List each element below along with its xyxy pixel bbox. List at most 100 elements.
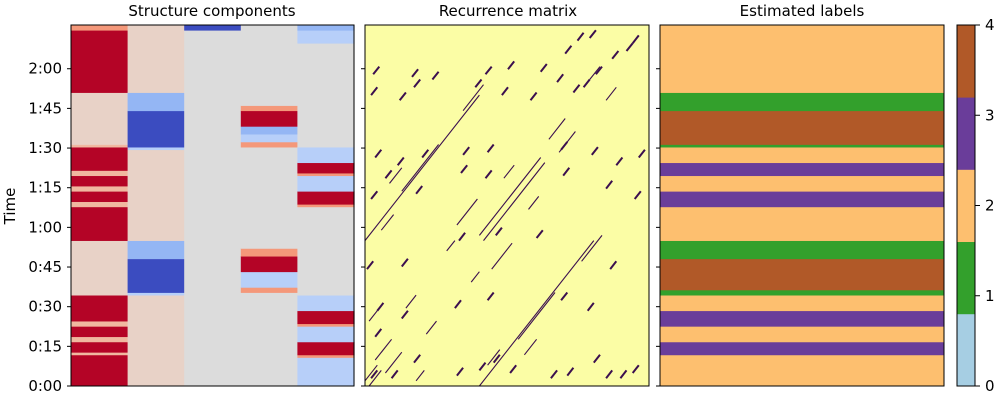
recurrence-blip — [401, 310, 409, 320]
recurrence-blip — [384, 169, 393, 179]
structure-components-panel — [71, 25, 355, 387]
component-cell — [71, 341, 129, 353]
label-segment — [660, 341, 944, 356]
recurrence-line — [483, 162, 546, 241]
colorbar-ticks: 0 1 2 3 4 — [975, 16, 995, 395]
y-tick-label: 0:45 — [28, 258, 62, 276]
recurrence-line — [528, 196, 540, 210]
recurrence-blip — [586, 302, 595, 312]
label-segment — [660, 92, 944, 112]
recurrence-blip — [374, 149, 383, 159]
label-segment — [660, 191, 944, 208]
recurrence-blip — [374, 328, 383, 338]
recurrence-line — [364, 94, 480, 241]
component-cell — [71, 92, 129, 145]
recurrence-line — [523, 338, 538, 356]
recurrence-line — [401, 144, 440, 192]
colorbar-swatch — [957, 169, 975, 242]
component-cell — [297, 30, 355, 44]
structure-panel-frame — [70, 24, 355, 387]
component-cell — [184, 30, 242, 387]
component-cell — [71, 144, 129, 148]
recurrence-line — [389, 167, 403, 184]
recurrence-blip — [370, 190, 379, 200]
recurrence-blip — [484, 169, 493, 179]
recurrence-blip — [550, 369, 558, 379]
recurrence-blip — [411, 68, 419, 78]
recurrence-blip — [560, 141, 569, 151]
component-cell — [240, 287, 298, 293]
component-cell — [240, 25, 298, 106]
component-cell — [240, 292, 298, 387]
recurrence-line — [487, 349, 501, 366]
label-segment — [660, 258, 944, 291]
recurrence-line — [374, 338, 393, 361]
colorbar-tick-label: 4 — [985, 16, 995, 34]
label-segment — [660, 147, 944, 164]
component-cell — [127, 240, 185, 260]
component-cell — [71, 175, 129, 187]
y-axis-ticks: 0:00 0:15 0:30 0:45 1:00 1:15 1:30 1:45 2:00 — [28, 60, 660, 395]
component-cell — [71, 170, 129, 177]
recurrence-blip — [478, 361, 487, 372]
estimated-labels-panel — [660, 25, 944, 387]
recurrence-panel-frame — [364, 24, 650, 387]
recurrence-line — [405, 294, 417, 309]
recurrence-line — [364, 364, 378, 382]
component-cell — [71, 326, 129, 338]
recurrence-line — [470, 271, 480, 283]
recurrence-blip — [507, 60, 515, 70]
component-cell — [297, 341, 355, 356]
component-cell — [297, 206, 355, 296]
colorbar-swatch — [957, 241, 975, 315]
recurrence-line — [446, 240, 456, 252]
recurrence-blip — [390, 369, 399, 379]
y-tick-label: 2:00 — [28, 60, 62, 78]
recurrence-blip — [611, 50, 620, 60]
component-cell — [71, 30, 129, 93]
recurrence-blip — [366, 260, 374, 270]
component-cell — [71, 336, 129, 343]
recurrence-blip — [456, 367, 464, 377]
recurrence-blip — [631, 34, 640, 44]
recurrence-blip — [396, 156, 405, 166]
recurrence-line — [425, 320, 437, 335]
component-cell — [240, 147, 298, 249]
recurrence-blip — [413, 354, 421, 364]
component-cell — [240, 256, 298, 273]
recurrence-blip — [619, 369, 628, 379]
recurrence-blip — [484, 65, 493, 75]
recurrence-blip — [495, 226, 503, 237]
component-cell — [127, 292, 185, 296]
component-cell — [297, 326, 355, 343]
component-cell — [297, 357, 355, 387]
recurrence-matrix-panel — [364, 25, 649, 387]
recurrence-blip — [605, 369, 613, 379]
recurrence-blip — [560, 291, 569, 301]
component-cell — [71, 191, 129, 203]
labels-panel-frame — [659, 24, 945, 387]
recurrence-line — [462, 84, 484, 112]
recurrence-line — [456, 198, 478, 226]
y-axis-label: Time — [1, 188, 19, 226]
recurrence-line — [380, 214, 395, 231]
recurrence-line — [581, 235, 603, 262]
component-cell — [240, 105, 298, 112]
recurrence-line — [503, 164, 515, 179]
component-cell — [71, 295, 129, 322]
component-cell — [297, 175, 355, 192]
component-cell — [127, 149, 185, 241]
recurrence-blip — [638, 149, 646, 159]
recurrence-blip — [401, 258, 409, 268]
component-cell — [240, 141, 298, 148]
recurrence-blip — [372, 65, 381, 75]
label-segment — [660, 175, 944, 192]
recurrence-blip — [376, 302, 385, 312]
label-segment — [660, 354, 944, 387]
component-cell — [184, 25, 242, 31]
label-segment — [660, 289, 944, 296]
recurrence-line — [478, 240, 595, 387]
component-cell — [297, 173, 355, 177]
recurrence-blip — [633, 190, 642, 200]
recurrence-blip — [398, 91, 407, 101]
